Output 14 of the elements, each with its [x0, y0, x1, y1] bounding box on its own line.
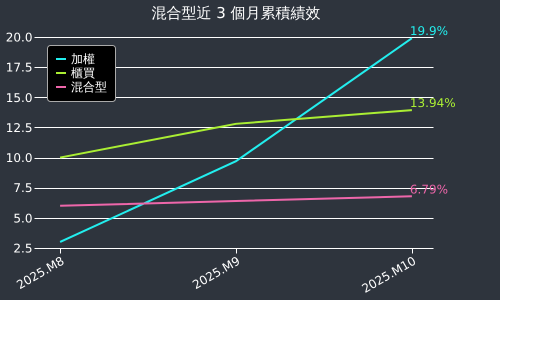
y-tick-label: 10.0 — [6, 151, 32, 166]
y-tick-label: 17.5 — [6, 60, 32, 75]
y-tick-label: 2.5 — [13, 242, 32, 256]
y-tick-label: 20.0 — [6, 30, 32, 44]
chart-title: 混合型近 3 個月累積績效 — [151, 4, 321, 22]
y-tick-label: 7.5 — [13, 181, 32, 196]
legend-label: 加權 — [71, 52, 95, 66]
y-tick-label: 15.0 — [6, 90, 32, 105]
data-label: 13.94% — [410, 96, 456, 110]
legend-label: 混合型 — [71, 80, 107, 94]
legend-label: 櫃買 — [71, 66, 95, 80]
y-tick-label: 5.0 — [13, 211, 32, 226]
y-tick-label: 12.5 — [6, 120, 32, 135]
data-label: 19.9% — [410, 24, 448, 38]
